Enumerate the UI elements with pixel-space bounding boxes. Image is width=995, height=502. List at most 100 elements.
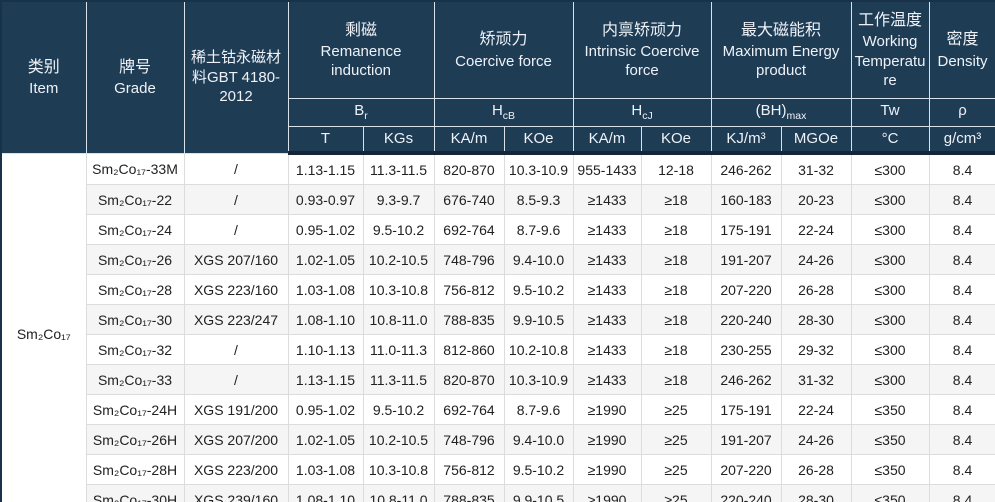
data-cell: 1.02-1.05 <box>287 244 364 275</box>
table-row: Sm₂Co₁₇-30H XGS 239/160 1.08-1.10 10.8-11.0… <box>1 484 995 502</box>
data-cell: 20-23 <box>780 184 852 215</box>
data-cell: 748-796 <box>433 244 505 275</box>
grade-cell: Sm₂Co₁₇-26H <box>85 424 185 455</box>
data-cell: ≥25 <box>640 394 712 425</box>
data-cell: 22-24 <box>780 214 852 245</box>
data-cell: 1.13-1.15 <box>287 364 364 395</box>
grade-cell: Sm₂Co₁₇-22 <box>85 184 185 215</box>
table-row: Sm₂Co₁₇ Sm₂Co₁₇-33M/1.13-1.15 11.3-11.5 820… <box>0 152 995 502</box>
data-cell: 8.4 <box>928 274 995 305</box>
header-unit-kam-j: KA/m <box>572 125 642 155</box>
item-category-cell: Sm₂Co₁₇ <box>0 152 87 502</box>
header-unit-gcm3: g/cm³ <box>928 125 995 155</box>
data-cell: 8.4 <box>928 214 995 245</box>
data-cell: 9.4-10.0 <box>503 424 574 455</box>
data-cell: ≥18 <box>640 304 712 335</box>
data-cell: 9.3-9.7 <box>362 184 435 215</box>
table-row: Sm₂Co₁₇-22/0.93-0.97 9.3-9.7 676-740 8.5-9.… <box>1 184 995 215</box>
data-cell: 26-28 <box>780 454 852 485</box>
data-cell: 11.3-11.5 <box>362 152 435 185</box>
gbt-cell: / <box>183 214 289 245</box>
header-intrinsic-zh: 内禀矫顽力 <box>602 21 683 39</box>
header-symbol-hcb: HcB <box>433 97 574 127</box>
header-working-temp-zh: 工作温度 <box>858 11 923 29</box>
data-cell: ≥1433 <box>572 244 642 275</box>
header-energy-en: Maximum Energy product <box>722 42 840 80</box>
header-item: 类别 Item <box>0 0 87 154</box>
data-cell: 9.4-10.0 <box>503 244 574 275</box>
grade-cell: Sm₂Co₁₇-33 <box>85 364 185 395</box>
grade-cell: Sm₂Co₁₇-26 <box>85 244 185 275</box>
data-cell: 24-26 <box>780 244 852 275</box>
data-cell: ≥1990 <box>572 484 642 502</box>
header-grade: 牌号 Grade <box>85 0 185 154</box>
header-group-remanence: 剩磁 Remanence induction <box>287 0 435 99</box>
data-cell: 10.2-10.5 <box>362 424 435 455</box>
data-cell: 24-26 <box>780 424 852 455</box>
header-group-density: 密度 Density <box>928 0 995 99</box>
table-row: Sm₂Co₁₇-32/1.10-1.13 11.0-11.3 812-860 10.2… <box>1 334 995 365</box>
gbt-cell: XGS 191/200 <box>183 394 289 425</box>
data-cell: 8.4 <box>928 454 995 485</box>
data-cell: 31-32 <box>780 152 852 185</box>
data-cell: 160-183 <box>710 184 782 215</box>
table-row: Sm₂Co₁₇-24/0.95-1.02 9.5-10.2 692-764 8.7-9… <box>1 214 995 245</box>
data-cell: ≥25 <box>640 424 712 455</box>
header-coercive-zh: 矫顽力 <box>479 31 528 49</box>
data-cell: ≥1433 <box>572 304 642 335</box>
data-cell: 11.0-11.3 <box>362 334 435 365</box>
data-cell: 10.2-10.5 <box>362 244 435 275</box>
gbt-cell: / <box>183 364 289 395</box>
data-cell: 1.03-1.08 <box>287 274 364 305</box>
symbol-tw-base: Tw <box>880 102 900 119</box>
data-cell: 748-796 <box>433 424 505 455</box>
data-cell: ≥18 <box>640 184 712 215</box>
header-item-en: Item <box>29 80 59 98</box>
data-cell: 207-220 <box>710 454 782 485</box>
data-cell: ≤300 <box>850 304 930 335</box>
grade-cell: Sm₂Co₁₇-28H <box>85 454 185 485</box>
data-cell: 12-18 <box>640 152 712 185</box>
data-cell: 10.8-11.0 <box>362 304 435 335</box>
data-cell: 1.08-1.10 <box>287 304 364 335</box>
header-group-intrinsic-coercive: 内禀矫顽力 Intrinsic Coercive force <box>572 0 712 99</box>
data-cell: ≤350 <box>850 424 930 455</box>
symbol-br-sub: r <box>364 110 368 122</box>
header-unit-koe-j: KOe <box>640 125 712 155</box>
symbol-br-base: B <box>354 102 365 119</box>
gbt-cell: XGS 239/160 <box>183 484 289 502</box>
data-cell: ≤350 <box>850 454 930 485</box>
header-remanence-en: Remanence induction <box>320 42 402 80</box>
data-cell: 8.4 <box>928 364 995 395</box>
data-cell: 246-262 <box>710 364 782 395</box>
data-cell: ≥18 <box>640 244 712 275</box>
data-cell: ≤350 <box>850 484 930 502</box>
symbol-hcj-sub: cJ <box>642 110 653 122</box>
header-row-symbols: Br HcB HcJ (BH)max Tw ρ <box>1 97 995 127</box>
data-cell: ≥1433 <box>572 214 642 245</box>
table-row: Sm₂Co₁₇-30 XGS 223/247 1.08-1.10 10.8-11.0 7… <box>1 304 995 335</box>
header-unit-t: T <box>287 125 364 155</box>
header-energy-zh: 最大磁能积 <box>741 21 822 39</box>
symbol-bhmax-base: (BH) <box>755 102 787 119</box>
data-cell: 1.10-1.13 <box>287 334 364 365</box>
data-cell: ≥18 <box>640 364 712 395</box>
table-row: Sm₂Co₁₇-28 XGS 223/160 1.03-1.08 10.3-10.8 7… <box>1 274 995 305</box>
table-body: Sm₂Co₁₇ Sm₂Co₁₇-33M/1.13-1.15 11.3-11.5 820… <box>0 152 995 502</box>
data-cell: 220-240 <box>710 304 782 335</box>
grade-cell: Sm₂Co₁₇-24H <box>85 394 185 425</box>
data-cell: 812-860 <box>433 334 505 365</box>
header-symbol-rho: ρ <box>928 97 995 127</box>
data-cell: ≥1990 <box>572 424 642 455</box>
data-cell: 26-28 <box>780 274 852 305</box>
data-cell: 175-191 <box>710 214 782 245</box>
table-row: Sm₂Co₁₇-26 XGS 207/160 1.02-1.05 10.2-10.5 7… <box>1 244 995 275</box>
header-group-max-energy: 最大磁能积 Maximum Energy product <box>710 0 852 99</box>
gbt-cell: XGS 223/200 <box>183 454 289 485</box>
data-cell: 31-32 <box>780 364 852 395</box>
data-cell: ≤300 <box>850 184 930 215</box>
data-cell: ≥1433 <box>572 274 642 305</box>
data-cell: 191-207 <box>710 244 782 275</box>
data-cell: 1.08-1.10 <box>287 484 364 502</box>
data-cell: 0.95-1.02 <box>287 394 364 425</box>
